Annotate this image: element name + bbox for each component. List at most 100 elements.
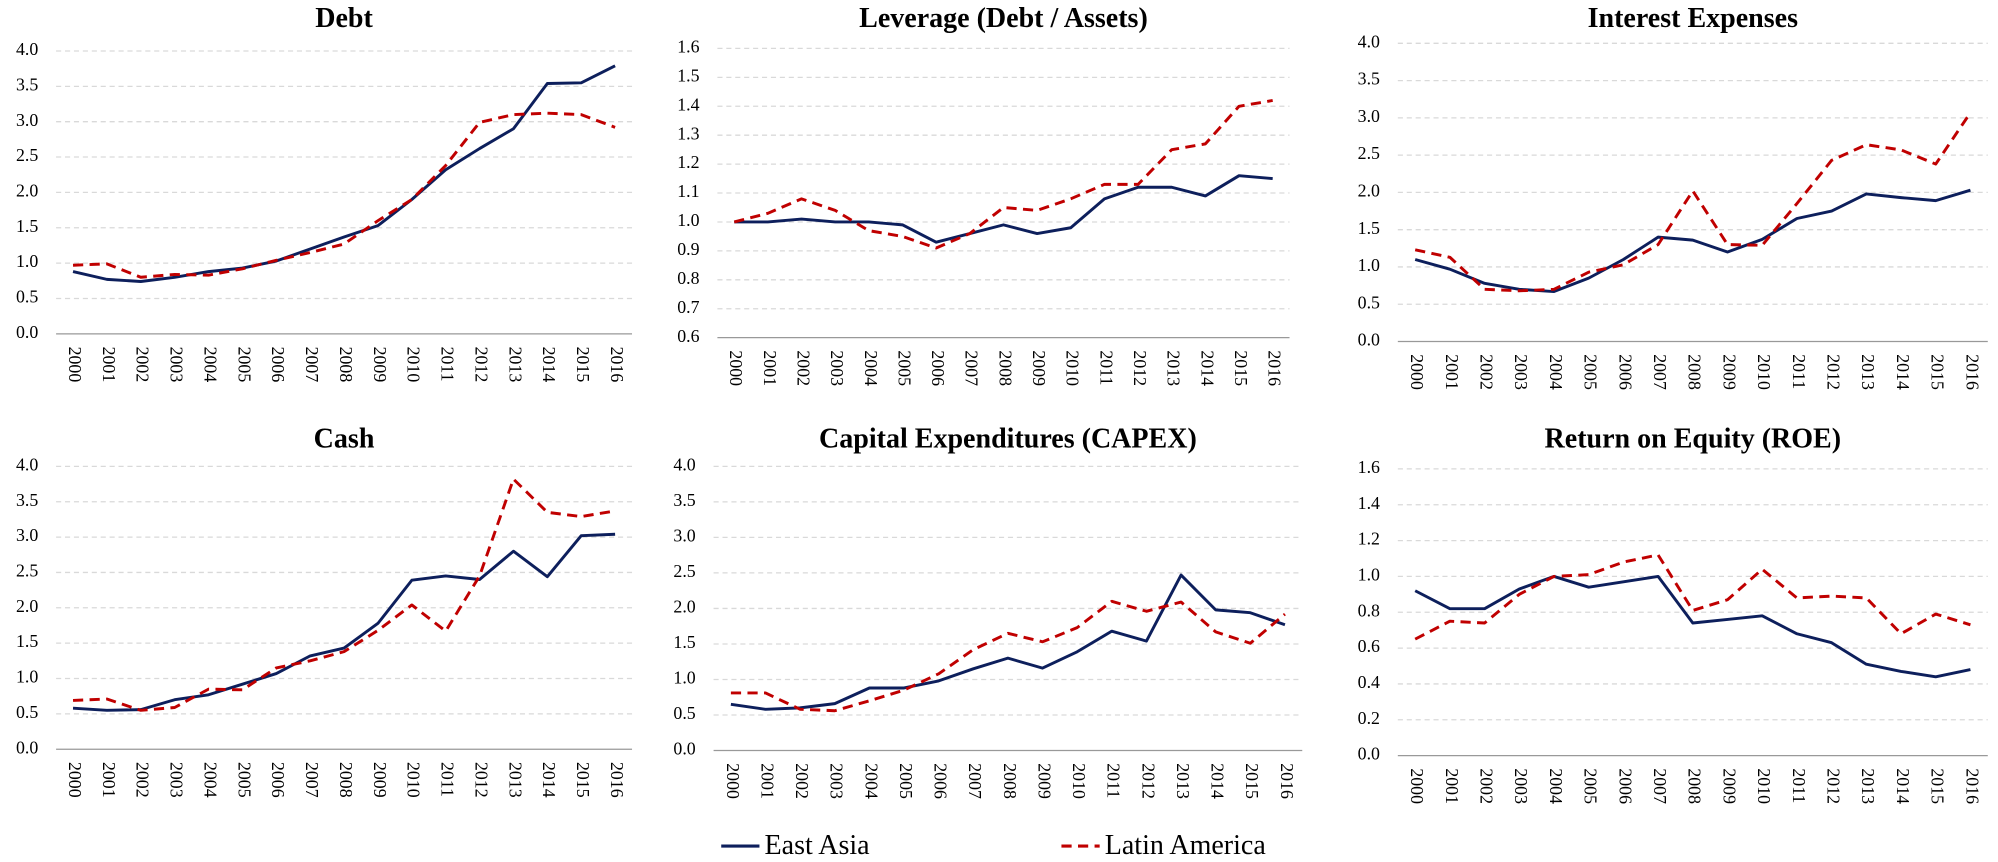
- y-tick-label: 2.5: [16, 561, 38, 581]
- series-line: [730, 573, 1286, 711]
- y-tick-label: 1.0: [16, 251, 38, 271]
- y-tick-label: 1.2: [677, 152, 699, 172]
- x-tick-label: 2010: [1754, 354, 1774, 390]
- x-tick-label: 2013: [1173, 763, 1193, 799]
- x-tick-label: 2002: [1476, 768, 1496, 804]
- x-tick-label: 2012: [1130, 350, 1150, 386]
- y-tick-label: 1.4: [677, 94, 699, 114]
- x-tick-label: 2012: [471, 762, 491, 798]
- y-tick-label: 3.0: [16, 110, 38, 130]
- x-tick-label: 2004: [1546, 354, 1566, 390]
- y-tick-label: 0.6: [677, 326, 699, 346]
- x-tick-label: 2007: [302, 762, 322, 798]
- x-tick-label: 2013: [505, 347, 525, 383]
- x-tick-label: 2001: [99, 347, 119, 383]
- x-tick-label: 2006: [1615, 768, 1635, 804]
- x-tick-label: 2004: [1546, 768, 1566, 804]
- y-tick-label: 1.6: [677, 37, 699, 57]
- x-tick-label: 2009: [370, 347, 390, 383]
- x-tick-label: 2015: [573, 762, 593, 798]
- x-tick-label: 2014: [1197, 350, 1217, 386]
- x-tick-label: 2012: [1824, 768, 1844, 804]
- chart-title: Interest Expenses: [1588, 3, 1798, 34]
- x-tick-label: 2005: [896, 763, 916, 799]
- y-tick-label: 0.5: [16, 702, 38, 722]
- x-tick-label: 2006: [268, 347, 288, 383]
- x-tick-label: 2002: [133, 762, 153, 798]
- series-line: [72, 477, 616, 712]
- x-tick-label: 2000: [65, 347, 85, 383]
- x-tick-label: 2016: [1265, 350, 1285, 386]
- y-tick-label: 2.5: [673, 561, 695, 581]
- y-tick-label: 2.0: [673, 597, 695, 617]
- x-tick-label: 2016: [607, 762, 627, 798]
- x-tick-label: 2006: [931, 763, 951, 799]
- legend-label: Latin America: [1105, 830, 1267, 861]
- x-tick-label: 2009: [1034, 763, 1054, 799]
- y-tick-label: 0.9: [677, 239, 699, 259]
- x-tick-label: 2003: [827, 350, 847, 386]
- x-tick-label: 2016: [1962, 354, 1982, 390]
- x-tick-label: 2016: [1962, 768, 1982, 804]
- y-tick-label: 3.0: [1358, 106, 1380, 126]
- x-tick-label: 2006: [928, 350, 948, 386]
- x-tick-label: 2005: [234, 347, 254, 383]
- series-line: [730, 599, 1286, 713]
- y-tick-label: 1.0: [1358, 255, 1380, 275]
- x-tick-label: 2009: [1029, 350, 1049, 386]
- x-tick-label: 2002: [793, 350, 813, 386]
- x-tick-label: 2015: [1928, 354, 1948, 390]
- y-tick-label: 0.0: [1358, 330, 1380, 350]
- y-tick-label: 0.6: [1358, 636, 1380, 656]
- y-tick-label: 0.5: [1358, 292, 1380, 312]
- x-tick-label: 2010: [1069, 763, 1089, 799]
- x-tick-label: 2002: [1476, 354, 1496, 390]
- x-tick-label: 2008: [1685, 354, 1705, 390]
- x-tick-label: 2004: [200, 762, 220, 798]
- x-tick-label: 2011: [438, 762, 458, 797]
- y-tick-label: 1.6: [1358, 457, 1380, 477]
- y-tick-label: 1.5: [16, 631, 38, 651]
- y-tick-label: 3.5: [16, 74, 38, 94]
- y-tick-label: 1.5: [1358, 218, 1380, 238]
- x-tick-label: 2014: [1208, 763, 1228, 799]
- x-tick-label: 2008: [1000, 763, 1020, 799]
- y-tick-label: 0.0: [16, 737, 38, 757]
- x-tick-label: 2001: [760, 350, 780, 386]
- y-tick-label: 1.0: [16, 667, 38, 687]
- x-tick-label: 2011: [1104, 763, 1124, 798]
- y-tick-label: 1.1: [677, 181, 699, 201]
- x-tick-label: 2012: [1138, 763, 1158, 799]
- x-tick-label: 2009: [370, 762, 390, 798]
- y-tick-label: 2.0: [16, 180, 38, 200]
- x-tick-label: 2015: [573, 347, 593, 383]
- x-tick-label: 2003: [167, 762, 187, 798]
- chart-title: Cash: [314, 423, 375, 454]
- x-tick-label: 2012: [1824, 354, 1844, 390]
- y-tick-label: 1.0: [673, 668, 695, 688]
- y-tick-label: 4.0: [1358, 31, 1380, 51]
- series-line: [72, 532, 616, 712]
- y-tick-label: 2.5: [1358, 143, 1380, 163]
- x-tick-label: 2005: [234, 762, 254, 798]
- y-tick-label: 0.7: [677, 297, 699, 317]
- x-tick-label: 2008: [995, 350, 1015, 386]
- x-tick-label: 2015: [1231, 350, 1251, 386]
- x-tick-label: 2013: [1858, 768, 1878, 804]
- x-tick-label: 2010: [1063, 350, 1083, 386]
- x-tick-label: 2015: [1242, 763, 1262, 799]
- x-tick-label: 2007: [302, 347, 322, 383]
- series-line: [72, 111, 616, 279]
- x-tick-label: 2002: [792, 763, 812, 799]
- x-tick-label: 2011: [438, 347, 458, 382]
- x-tick-label: 2000: [65, 762, 85, 798]
- series-line: [734, 174, 1273, 244]
- y-tick-label: 3.0: [673, 525, 695, 545]
- x-tick-label: 2007: [965, 763, 985, 799]
- y-tick-label: 0.0: [673, 739, 695, 759]
- x-tick-label: 2004: [200, 347, 220, 383]
- x-tick-label: 2001: [1442, 354, 1462, 390]
- y-tick-label: 4.0: [16, 454, 38, 474]
- x-tick-label: 2006: [1615, 354, 1635, 390]
- y-tick-label: 4.0: [673, 454, 695, 474]
